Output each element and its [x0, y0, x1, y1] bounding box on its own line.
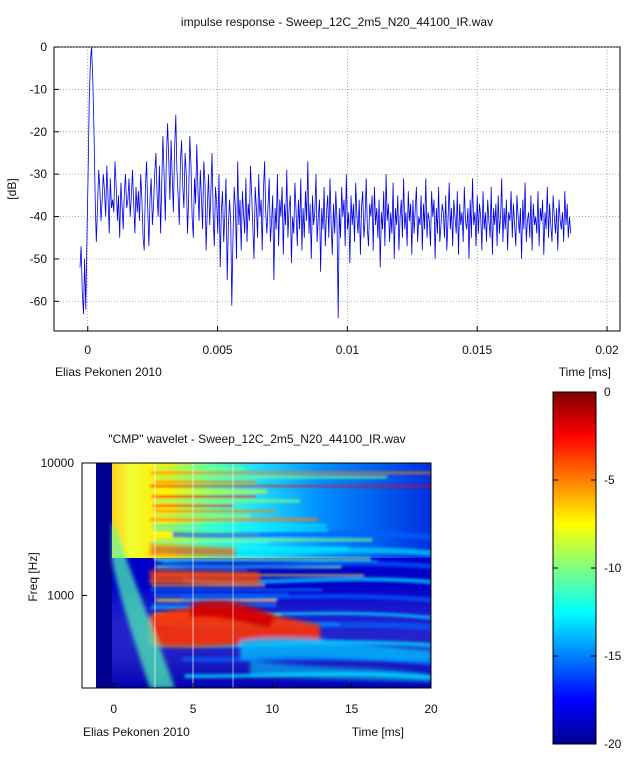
ir-title: impulse response - Sweep_12C_2m5_N20_441… — [181, 15, 493, 29]
spec-band — [155, 480, 257, 484]
ir-y-tick-label: -30 — [30, 167, 48, 181]
spec-y-tick-label: 1000 — [47, 588, 74, 602]
ir-x-tick-label: 0.015 — [462, 343, 492, 357]
spec-x-tick-label: 15 — [345, 702, 359, 716]
spec-band — [153, 528, 328, 531]
spec-ridge — [172, 530, 431, 540]
spec-band — [152, 524, 327, 527]
colorbar-tick-label: -5 — [604, 473, 615, 487]
ir-y-tick-label: -20 — [30, 125, 48, 139]
colorbar — [552, 391, 597, 745]
spec-x-ticks: 0 5 10 15 20 — [110, 683, 438, 716]
spec-axes-box — [81, 462, 432, 689]
spec-band — [153, 510, 276, 513]
ir-x-label: Time [ms] — [559, 365, 611, 379]
ir-axes-box — [53, 46, 621, 332]
spec-band — [155, 546, 349, 551]
spec-credit: Elias Pekonen 2010 — [83, 725, 190, 739]
ir-credit: Elias Pekonen 2010 — [55, 365, 162, 379]
spec-ridge — [162, 561, 431, 570]
ir-y-tick-label: -50 — [30, 252, 48, 266]
spec-image — [82, 463, 431, 688]
ir-y-tick-label: -40 — [30, 210, 48, 224]
spec-y-tick-label: 10000 — [41, 456, 75, 470]
colorbar-tick-label: -20 — [604, 737, 622, 751]
spec-band — [150, 485, 431, 488]
spec-band — [152, 504, 234, 507]
spec-band — [156, 475, 388, 479]
colorbar-ticks: 0 -5 -10 -15 -20 — [553, 385, 622, 751]
spec-band — [154, 499, 301, 503]
spec-x-tick-label: 5 — [190, 702, 197, 716]
spec-band — [156, 569, 248, 572]
spec-band — [152, 495, 257, 499]
colorbar-tick-label: -15 — [604, 649, 622, 663]
ir-y-tick-label: 0 — [40, 40, 47, 54]
spec-band — [155, 514, 251, 518]
ir-y-label: [dB] — [5, 178, 19, 199]
ir-x-tick-label: 0 — [84, 343, 91, 357]
ir-y-ticks: 0 -10 -20 -30 -40 -50 -60 — [30, 40, 59, 308]
spec-band — [153, 593, 289, 597]
spec-ridge — [181, 594, 431, 603]
spec-band — [150, 588, 323, 592]
spec-y-label: Freq [Hz] — [26, 552, 40, 601]
spec-x-tick-label: 0 — [110, 702, 117, 716]
spec-title: "CMP" wavelet - Sweep_12C_2m5_N20_44100_… — [108, 432, 405, 446]
ir-grid — [54, 46, 620, 331]
spec-band — [156, 560, 378, 563]
ir-x-tick-label: 0.01 — [336, 343, 360, 357]
ir-y-tick-label: -10 — [30, 82, 48, 96]
spec-band — [153, 557, 371, 560]
spec-band — [150, 471, 431, 475]
spec-x-tick-label: 10 — [266, 702, 280, 716]
spec-band — [150, 517, 318, 521]
spec-band — [157, 538, 373, 542]
spec-y-ticks: 10000 1000 — [41, 456, 87, 602]
spec-x-tick-label: 20 — [424, 702, 438, 716]
ir-x-tick-label: 0.005 — [203, 343, 233, 357]
ir-series-line — [79, 47, 572, 319]
ir-y-tick-label: -60 — [30, 294, 48, 308]
ir-x-tick-label: 0.02 — [595, 343, 619, 357]
spec-band — [154, 466, 245, 470]
colorbar-tick-label: 0 — [604, 385, 611, 399]
spec-band — [157, 490, 267, 494]
ir-x-ticks: 0 0.005 0.01 0.015 0.02 — [84, 326, 619, 357]
spec-band — [150, 542, 269, 545]
spec-x-label: Time [ms] — [352, 725, 404, 739]
spec-band — [151, 584, 266, 587]
colorbar-tick-label: -10 — [604, 561, 622, 575]
